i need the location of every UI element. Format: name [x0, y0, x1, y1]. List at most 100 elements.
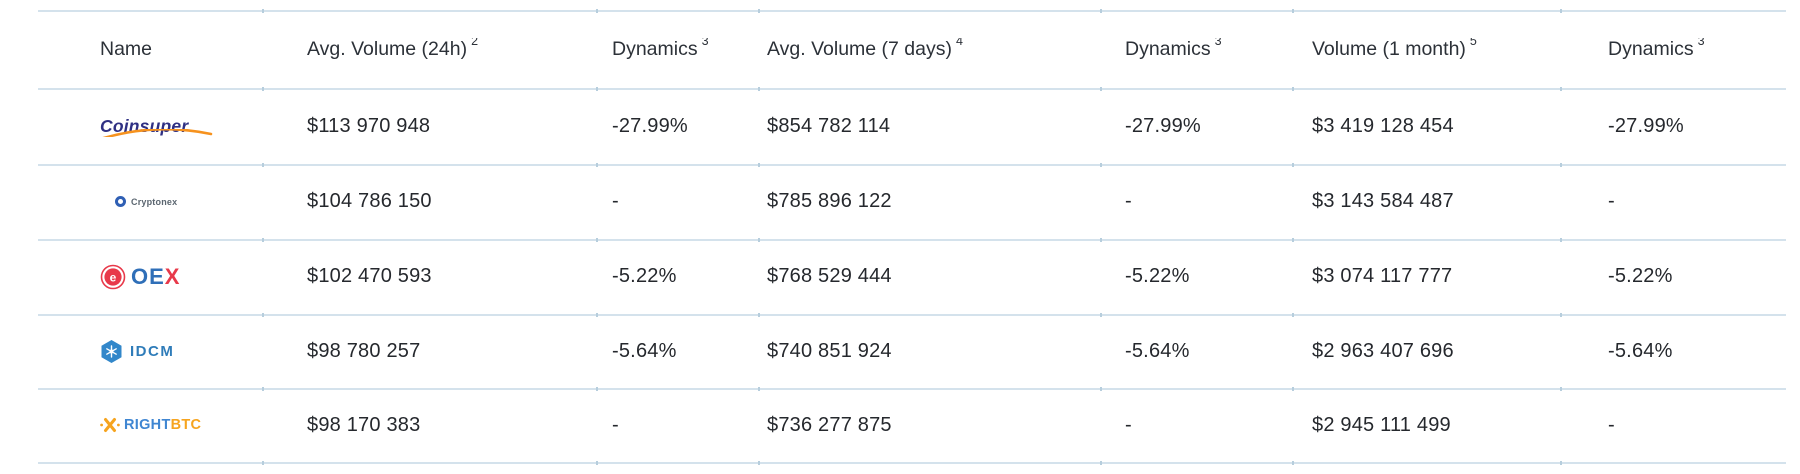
column-boundary-tick	[1100, 461, 1102, 465]
dynamics-24h-value: -5.22%	[612, 265, 677, 287]
column-boundary-tick	[1100, 87, 1102, 91]
idcm-wordmark: IDCM	[130, 342, 175, 360]
column-boundary-tick	[1292, 238, 1294, 242]
volume-1m-value: $3 074 117 777	[1312, 265, 1453, 287]
header-label: Dynamics	[1125, 37, 1211, 60]
column-boundary-tick	[262, 163, 264, 167]
column-boundary-tick	[758, 461, 760, 465]
table-row-idcm: IDCM $98 780 257 -5.64% $740 851 924 -5.…	[38, 314, 1786, 388]
footnote-marker: 5	[1469, 37, 1477, 49]
dynamics-24h-value: -27.99%	[612, 114, 688, 137]
volume-1m-value: $3 419 128 454	[1312, 114, 1454, 137]
footnote-marker: 4	[955, 37, 963, 49]
row-separator-line	[38, 314, 1786, 316]
avg-volume-24h-value: $113 970 948	[307, 114, 431, 137]
column-boundary-tick	[1100, 313, 1102, 317]
dynamics-7d-value: -	[1125, 190, 1132, 212]
avg-volume-7d-value: $740 851 924	[767, 339, 892, 362]
header-volume-1m: Volume (1 month) 5	[1292, 38, 1560, 61]
column-boundary-tick	[596, 461, 598, 465]
column-boundary-tick	[1292, 163, 1294, 167]
column-boundary-tick	[1100, 9, 1102, 13]
oex-wordmark-oe: OE	[131, 263, 165, 289]
oex-wordmark-x: X	[164, 263, 180, 289]
svg-text:e: e	[110, 270, 117, 284]
header-avg-volume-24h: Avg. Volume (24h) 2	[262, 38, 596, 61]
exchange-link-idcm[interactable]: IDCM	[100, 339, 174, 364]
column-boundary-tick	[262, 313, 264, 317]
column-boundary-tick	[596, 313, 598, 317]
exchange-name-cell: RIGHT BTC	[38, 416, 262, 434]
header-label: Name	[100, 37, 153, 60]
header-dynamics-24h: Dynamics 3	[596, 38, 758, 61]
row-separator-line	[38, 10, 1786, 12]
column-boundary-tick	[758, 9, 760, 13]
footnote-marker: 3	[701, 37, 709, 49]
dynamics-7d-value: -27.99%	[1125, 114, 1201, 137]
exchange-link-rightbtc[interactable]: RIGHT BTC	[100, 416, 201, 434]
column-boundary-tick	[758, 163, 760, 167]
exchange-link-coinsuper[interactable]: Coinsuper	[100, 116, 213, 137]
table-row-rightbtc: RIGHT BTC $98 170 383 - $736 277 875 - $2…	[38, 388, 1786, 462]
exchange-link-oex[interactable]: e OE X	[100, 264, 179, 290]
dynamics-1m-value: -27.99%	[1608, 114, 1684, 137]
dynamics-7d-value: -	[1125, 413, 1132, 436]
row-separator-line	[38, 164, 1786, 166]
column-boundary-tick	[596, 387, 598, 391]
column-boundary-tick	[758, 387, 760, 391]
avg-volume-24h-value: $104 786 150	[307, 190, 432, 212]
dynamics-24h-value: -	[612, 413, 619, 436]
row-separator-line	[38, 388, 1786, 390]
column-boundary-tick	[1100, 387, 1102, 391]
header-dynamics-1m: Dynamics 3	[1560, 38, 1786, 61]
column-boundary-tick	[1100, 238, 1102, 242]
avg-volume-24h-value: $98 170 383	[307, 413, 421, 436]
column-boundary-tick	[1560, 313, 1562, 317]
header-avg-volume-7d: Avg. Volume (7 days) 4	[758, 38, 1100, 61]
rightbtc-wordmark-btc: BTC	[170, 417, 202, 433]
row-separator-line	[38, 239, 1786, 241]
column-boundary-tick	[758, 313, 760, 317]
oex-badge-icon: e	[100, 264, 126, 289]
header-label: Avg. Volume (24h)	[307, 37, 468, 60]
column-boundary-tick	[1292, 9, 1294, 13]
exchange-link-cryptonex[interactable]: Cryptonex	[115, 196, 177, 207]
column-boundary-tick	[1560, 238, 1562, 242]
column-boundary-tick	[1292, 387, 1294, 391]
coinsuper-swoosh-icon	[102, 128, 213, 137]
table-row-oex: e OE X $102 470 593 -5.22% $768 529 444 -…	[38, 239, 1786, 314]
column-boundary-tick	[262, 87, 264, 91]
column-boundary-tick	[1292, 87, 1294, 91]
rightbtc-wordmark-right: RIGHT	[124, 417, 171, 433]
avg-volume-7d-value: $736 277 875	[767, 413, 892, 436]
header-dynamics-7d: Dynamics 3	[1100, 38, 1292, 61]
column-boundary-tick	[1560, 9, 1562, 13]
column-boundary-tick	[262, 387, 264, 391]
header-label: Avg. Volume (7 days)	[767, 37, 952, 60]
column-boundary-tick	[262, 238, 264, 242]
cryptonex-ring-icon	[115, 196, 126, 207]
volume-1m-value: $2 963 407 696	[1312, 339, 1454, 362]
dynamics-1m-value: -	[1608, 190, 1615, 212]
column-boundary-tick	[262, 9, 264, 13]
column-boundary-tick	[1560, 387, 1562, 391]
exchange-name-cell: Cryptonex	[38, 196, 262, 207]
dynamics-24h-value: -5.64%	[612, 339, 677, 362]
header-label: Dynamics	[612, 37, 698, 60]
dynamics-7d-value: -5.64%	[1125, 339, 1190, 362]
footnote-marker: 3	[1697, 37, 1705, 49]
dynamics-24h-value: -	[612, 190, 619, 212]
avg-volume-7d-value: $785 896 122	[767, 190, 892, 212]
avg-volume-24h-value: $102 470 593	[307, 265, 432, 287]
exchange-name-cell: Coinsuper	[38, 116, 262, 137]
column-boundary-tick	[596, 9, 598, 13]
avg-volume-7d-value: $768 529 444	[767, 265, 892, 287]
column-boundary-tick	[596, 163, 598, 167]
row-separator-line	[38, 462, 1786, 464]
rightbtc-x-icon	[100, 418, 120, 432]
column-boundary-tick	[758, 87, 760, 91]
footnote-marker: 2	[471, 37, 479, 49]
column-boundary-tick	[262, 461, 264, 465]
volume-1m-value: $2 945 111 499	[1312, 413, 1451, 436]
